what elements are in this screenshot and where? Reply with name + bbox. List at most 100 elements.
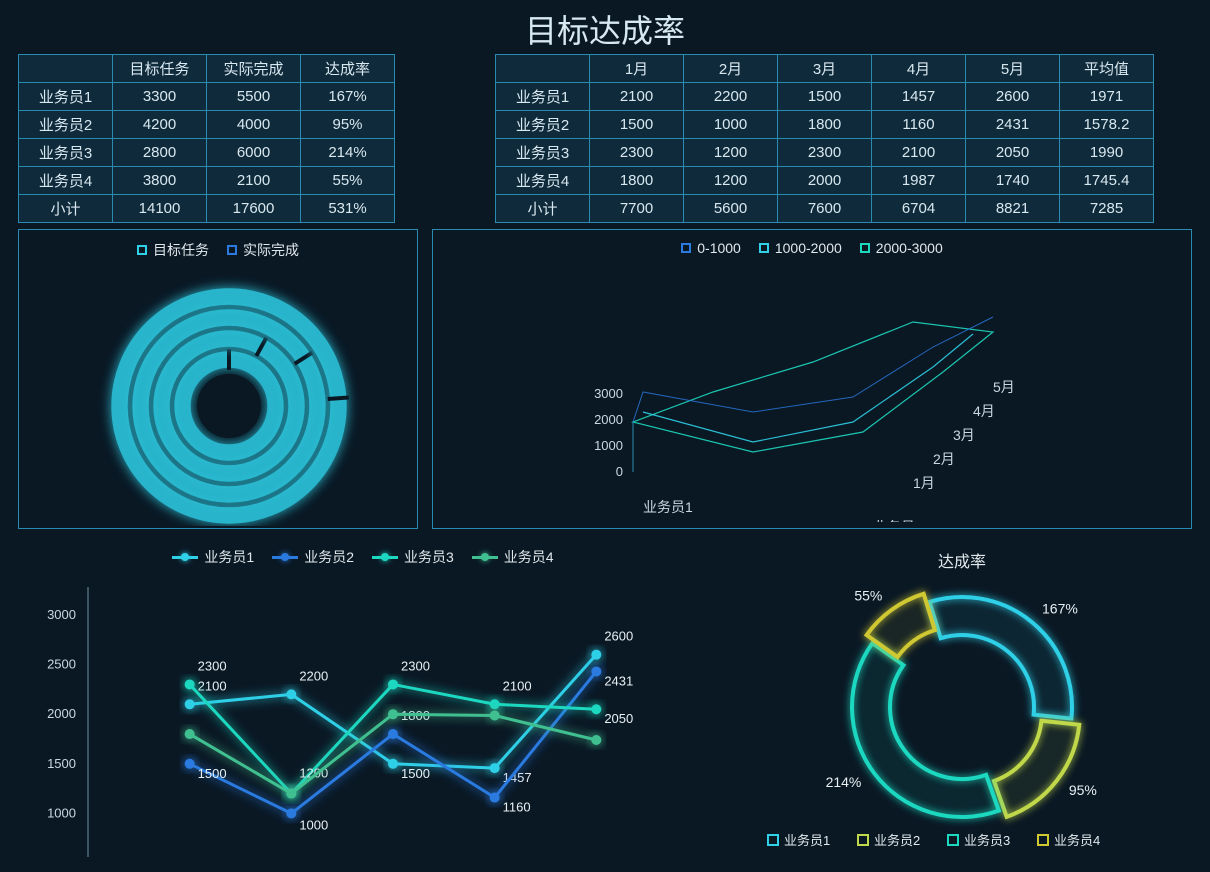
- legend-item: 0-1000: [681, 240, 741, 256]
- svg-text:3000: 3000: [594, 386, 623, 401]
- svg-text:2100: 2100: [503, 678, 532, 693]
- svg-text:业务员1: 业务员1: [784, 833, 830, 848]
- legend-item: 1000-2000: [759, 240, 842, 256]
- table-row: 业务员4180012002000198717401745.4: [496, 167, 1154, 195]
- svg-text:1160: 1160: [503, 800, 531, 815]
- table-cell: 7700: [590, 195, 684, 223]
- table-header: 目标任务: [113, 55, 207, 83]
- surface-legend: 0-1000 1000-2000 2000-3000: [433, 230, 1191, 262]
- table-cell: 2100: [590, 83, 684, 111]
- legend-swatch: [472, 556, 498, 559]
- svg-text:214%: 214%: [826, 774, 862, 790]
- svg-text:1000: 1000: [299, 817, 328, 832]
- legend-label: 业务员2: [304, 547, 354, 567]
- svg-text:1500: 1500: [198, 766, 227, 781]
- table-header: 达成率: [301, 55, 395, 83]
- svg-text:2200: 2200: [299, 668, 328, 683]
- line-chart: 5001000150020002500300001234562100220015…: [18, 573, 708, 857]
- legend-item: 目标任务: [137, 240, 209, 260]
- multi-ring-donut-chart: [19, 266, 419, 526]
- table-header: [496, 55, 590, 83]
- svg-text:2000: 2000: [47, 706, 76, 721]
- table-cell: 业务员1: [496, 83, 590, 111]
- svg-text:2431: 2431: [604, 673, 633, 688]
- svg-text:3000: 3000: [47, 607, 76, 622]
- table-cell: 3800: [113, 167, 207, 195]
- table-cell: 2200: [684, 83, 778, 111]
- svg-text:业务员1: 业务员1: [643, 499, 693, 515]
- legend-item: 2000-3000: [860, 240, 943, 256]
- table-row: 业务员43800210055%: [19, 167, 395, 195]
- table-cell: 业务员2: [496, 111, 590, 139]
- svg-text:2500: 2500: [47, 657, 76, 672]
- legend-label: 1000-2000: [775, 240, 842, 256]
- svg-text:2月: 2月: [933, 451, 955, 467]
- legend-label: 2000-3000: [876, 240, 943, 256]
- table-cell: 业务员2: [19, 111, 113, 139]
- table-cell: 业务员3: [19, 139, 113, 167]
- svg-text:1500: 1500: [401, 766, 430, 781]
- table-cell: 4200: [113, 111, 207, 139]
- table-cell: 2000: [778, 167, 872, 195]
- table-cell: 2300: [778, 139, 872, 167]
- table-header: [19, 55, 113, 83]
- table-cell: 业务员3: [496, 139, 590, 167]
- table-cell: 小计: [496, 195, 590, 223]
- table-cell: 1200: [684, 139, 778, 167]
- svg-text:达成率: 达成率: [938, 553, 986, 571]
- svg-text:4月: 4月: [973, 403, 995, 419]
- surface-3d-chart: 01000200030001月2月3月4月5月业务员1业务员2: [433, 262, 1193, 522]
- svg-text:2000: 2000: [594, 412, 623, 427]
- table-cell: 95%: [301, 111, 395, 139]
- legend-label: 业务员1: [204, 547, 254, 567]
- svg-text:业务员3: 业务员3: [964, 833, 1010, 848]
- line-legend: 业务员1业务员2业务员3业务员4: [18, 537, 708, 573]
- table-header: 1月: [590, 55, 684, 83]
- legend-swatch: [681, 243, 691, 253]
- table-cell: 1500: [778, 83, 872, 111]
- table-cell: 1990: [1060, 139, 1154, 167]
- svg-text:1月: 1月: [913, 475, 935, 491]
- monthly-table: 1月2月3月4月5月平均值业务员121002200150014572600197…: [495, 54, 1154, 223]
- table-cell: 531%: [301, 195, 395, 223]
- table-cell: 业务员1: [19, 83, 113, 111]
- table-cell: 6000: [207, 139, 301, 167]
- svg-text:3月: 3月: [953, 427, 975, 443]
- table-cell: 1000: [684, 111, 778, 139]
- table-cell: 1800: [590, 167, 684, 195]
- table-cell: 4000: [207, 111, 301, 139]
- table-cell: 2431: [966, 111, 1060, 139]
- legend-swatch: [137, 245, 147, 255]
- donut-multi-legend: 目标任务 实际完成: [19, 230, 417, 266]
- table-cell: 5600: [684, 195, 778, 223]
- multi-ring-donut-panel: 目标任务 实际完成: [18, 229, 418, 529]
- svg-text:2600: 2600: [604, 629, 633, 644]
- legend-item: 业务员2: [272, 547, 354, 567]
- table-cell: 2800: [113, 139, 207, 167]
- svg-text:2050: 2050: [604, 711, 633, 726]
- legend-label: 业务员3: [404, 547, 454, 567]
- table-row: 业务员1210022001500145726001971: [496, 83, 1154, 111]
- table-cell: 1500: [590, 111, 684, 139]
- table-cell: 2600: [966, 83, 1060, 111]
- table-row: 业务员3230012002300210020501990: [496, 139, 1154, 167]
- summary-table: 目标任务实际完成达成率业务员133005500167%业务员2420040009…: [18, 54, 395, 223]
- table-cell: 5500: [207, 83, 301, 111]
- table-cell: 业务员4: [19, 167, 113, 195]
- legend-label: 目标任务: [153, 240, 209, 260]
- svg-text:1000: 1000: [47, 805, 76, 820]
- table-row: 小计770056007600670488217285: [496, 195, 1154, 223]
- table-cell: 1987: [872, 167, 966, 195]
- legend-label: 实际完成: [243, 240, 299, 260]
- table-cell: 小计: [19, 195, 113, 223]
- legend-swatch: [860, 243, 870, 253]
- legend-swatch: [172, 556, 198, 559]
- svg-text:2100: 2100: [198, 678, 227, 693]
- table-cell: 7600: [778, 195, 872, 223]
- table-cell: 1971: [1060, 83, 1154, 111]
- rate-donut-panel: 达成率167%95%214%55%业务员1业务员2业务员3业务员4: [722, 537, 1192, 857]
- svg-text:2300: 2300: [198, 658, 227, 673]
- legend-item: 业务员1: [172, 547, 254, 567]
- table-header: 3月: [778, 55, 872, 83]
- svg-text:5月: 5月: [993, 379, 1015, 395]
